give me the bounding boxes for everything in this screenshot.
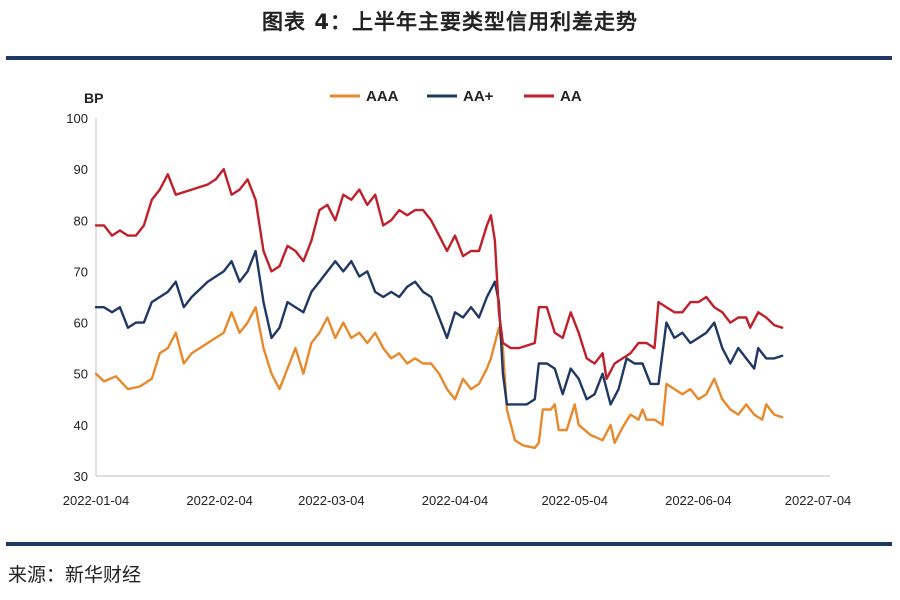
top-rule [6, 56, 892, 60]
y-tick-label: 30 [74, 469, 88, 484]
series-line-aa [94, 167, 784, 380]
legend-label-aa: AA [560, 88, 582, 105]
y-tick-label: 50 [74, 367, 88, 382]
legend: AAA AA+ AA [330, 88, 582, 105]
y-tick-label: 40 [74, 418, 88, 433]
y-tick-label: 60 [74, 316, 88, 331]
series-line-aa-plus [94, 249, 784, 406]
legend-label-aa-plus: AA+ [463, 88, 494, 105]
x-tick-label: 2022-03-04 [298, 493, 365, 508]
y-tick-label: 70 [74, 264, 88, 279]
y-tick-label: 80 [74, 213, 88, 228]
y-tick-label: 100 [66, 111, 88, 126]
x-axis: 2022-01-04 2022-02-04 2022-03-04 2022-04-04… [63, 475, 852, 508]
legend-label-aaa: AAA [366, 88, 399, 105]
line-chart: BP AAA AA+ AA 30 40 50 60 70 80 90 100 2022-01-04… [63, 88, 852, 508]
figure-title: 图表 4：上半年主要类型信用利差走势 [262, 10, 638, 34]
x-tick-label: 2022-02-04 [186, 493, 253, 508]
x-tick-label: 2022-05-04 [541, 493, 608, 508]
x-tick-label: 2022-06-04 [665, 493, 732, 508]
bottom-rule [6, 542, 892, 546]
x-tick-label: 2022-07-04 [785, 493, 852, 508]
y-axis: 30 40 50 60 70 80 90 100 [66, 111, 97, 484]
x-tick-label: 2022-04-04 [422, 493, 489, 508]
source-note: 来源：新华财经 [8, 564, 142, 586]
series-layer [94, 167, 784, 450]
y-axis-unit-label: BP [84, 90, 103, 106]
y-tick-label: 90 [74, 162, 88, 177]
series-line-aaa [94, 306, 784, 450]
x-tick-label: 2022-01-04 [63, 493, 130, 508]
